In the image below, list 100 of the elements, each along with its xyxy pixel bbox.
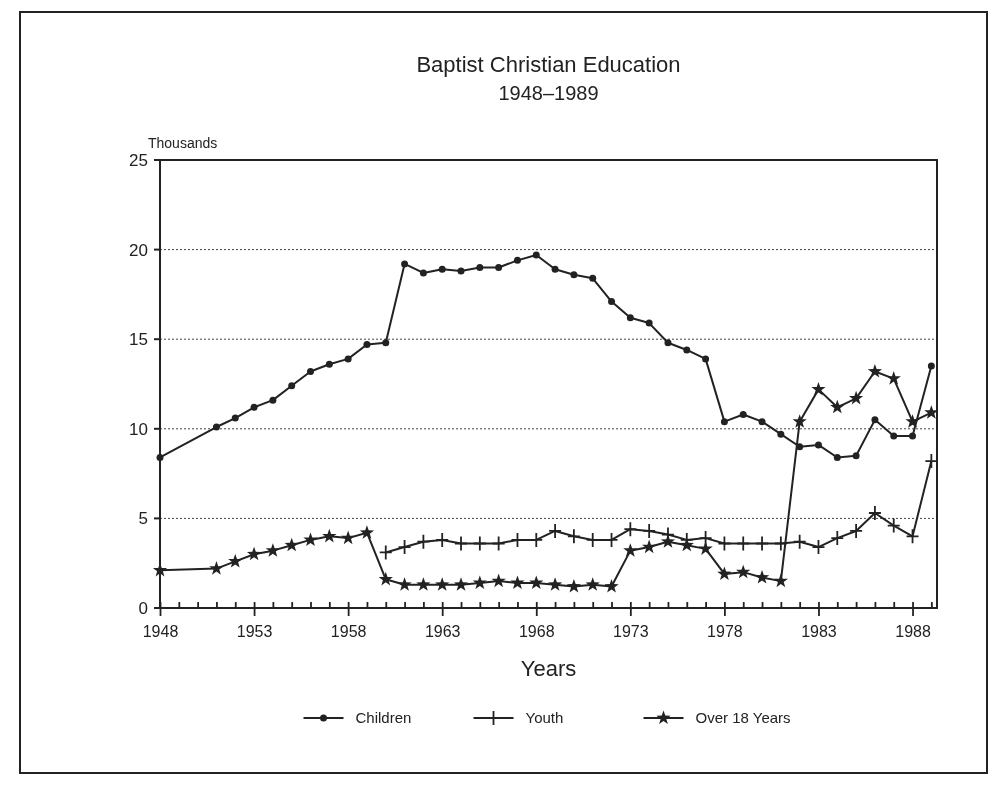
point xyxy=(792,533,807,550)
point xyxy=(231,414,239,422)
point xyxy=(378,571,393,586)
point xyxy=(209,561,224,575)
point xyxy=(419,269,427,277)
x-tick-label: 1953 xyxy=(236,623,273,641)
point xyxy=(683,346,691,354)
point xyxy=(397,577,412,591)
legend-label: Youth xyxy=(525,709,564,727)
point xyxy=(491,535,506,552)
point xyxy=(849,523,863,539)
point xyxy=(472,535,487,552)
point xyxy=(604,579,619,593)
point xyxy=(416,533,431,550)
point xyxy=(269,396,277,404)
point xyxy=(871,416,879,424)
point xyxy=(401,260,409,268)
point xyxy=(664,339,672,347)
y-tick-label: 0 xyxy=(138,598,148,618)
point xyxy=(566,579,582,593)
point xyxy=(642,523,657,539)
point xyxy=(567,528,581,545)
legend-label: Children xyxy=(355,709,412,727)
point xyxy=(626,314,634,322)
chart-subtitle: 1948–1989 xyxy=(498,82,599,104)
point xyxy=(378,544,393,561)
point xyxy=(472,575,487,589)
point xyxy=(905,528,920,545)
point xyxy=(720,418,728,426)
point xyxy=(288,382,296,390)
point xyxy=(909,432,917,440)
point xyxy=(438,265,446,273)
point xyxy=(890,432,898,440)
point xyxy=(344,355,352,363)
point xyxy=(529,575,544,589)
point xyxy=(416,577,431,591)
point xyxy=(642,539,657,554)
point xyxy=(435,577,450,591)
point xyxy=(322,528,337,543)
point xyxy=(570,271,578,279)
x-tick-label: 1948 xyxy=(142,623,179,641)
point xyxy=(811,381,826,396)
point xyxy=(548,523,562,539)
point xyxy=(833,453,841,461)
x-axis-title: Years xyxy=(520,656,577,681)
point xyxy=(453,577,469,591)
point xyxy=(852,452,860,460)
point xyxy=(491,573,506,588)
point xyxy=(532,251,540,259)
point xyxy=(341,530,356,545)
point xyxy=(547,577,563,591)
point xyxy=(608,298,616,306)
y-tick-label: 25 xyxy=(129,150,148,170)
x-tick-label: 1978 xyxy=(707,623,743,641)
point xyxy=(777,430,785,438)
point xyxy=(773,535,788,552)
point xyxy=(307,367,315,375)
point xyxy=(510,575,525,589)
point xyxy=(660,534,676,548)
point xyxy=(397,539,412,555)
point xyxy=(717,535,732,552)
point xyxy=(773,573,788,588)
point xyxy=(830,399,845,414)
point xyxy=(924,405,939,419)
point xyxy=(513,256,521,264)
point xyxy=(758,418,766,426)
point xyxy=(736,535,751,552)
point xyxy=(589,274,597,282)
point xyxy=(739,410,747,418)
point xyxy=(848,390,864,405)
point xyxy=(246,546,262,561)
point xyxy=(814,441,822,449)
point xyxy=(585,577,600,591)
point xyxy=(359,525,375,539)
point xyxy=(265,543,281,557)
point xyxy=(623,543,638,557)
point xyxy=(363,341,371,349)
point xyxy=(886,517,901,534)
point xyxy=(228,553,243,568)
point xyxy=(551,265,559,273)
x-tick-label: 1983 xyxy=(801,623,837,641)
point xyxy=(435,532,450,548)
point xyxy=(698,541,713,555)
point xyxy=(905,414,920,428)
point xyxy=(927,362,935,370)
point xyxy=(382,339,390,347)
point xyxy=(495,264,503,272)
x-tick-label: 1968 xyxy=(518,623,555,641)
y-tick-label: 10 xyxy=(129,419,148,439)
point xyxy=(645,319,653,327)
point xyxy=(303,532,318,546)
y-tick-label: 15 xyxy=(129,330,148,350)
x-tick-label: 1963 xyxy=(424,623,461,641)
point xyxy=(717,566,732,581)
point xyxy=(755,535,769,552)
point xyxy=(736,564,751,579)
point xyxy=(702,355,710,363)
y-axis-title: Thousands xyxy=(148,135,218,151)
point xyxy=(284,537,299,552)
point xyxy=(623,521,638,538)
